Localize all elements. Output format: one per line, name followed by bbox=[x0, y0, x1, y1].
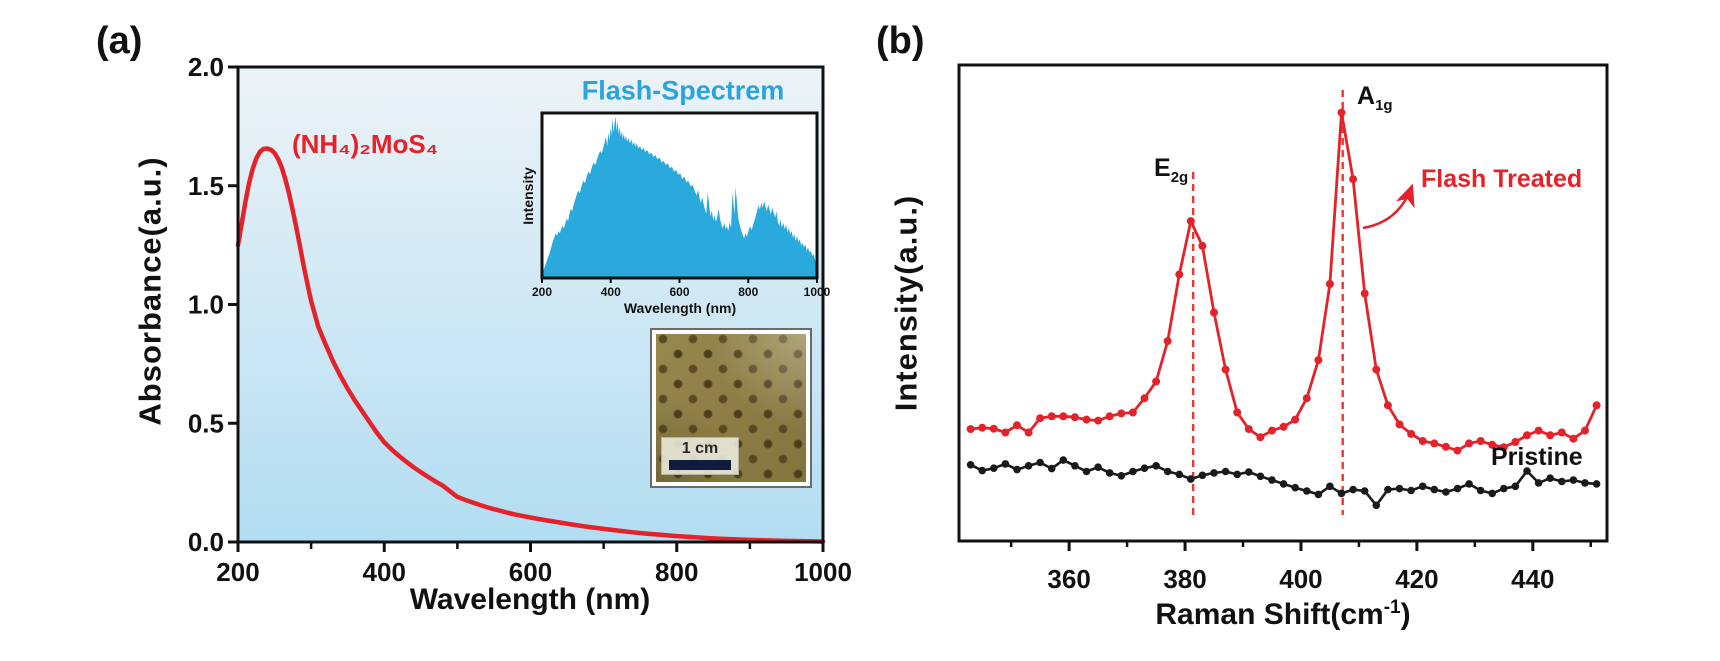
e2g-sub: 2g bbox=[1170, 169, 1189, 186]
y-tick-label: 0.0 bbox=[188, 527, 224, 557]
x-tick-label: 380 bbox=[1163, 564, 1206, 594]
x-tick-label: 440 bbox=[1511, 564, 1554, 594]
flash-treated-curve bbox=[970, 111, 1598, 453]
panel-b-x-ticks: 360 380 400 420 440 bbox=[1009, 541, 1593, 594]
panel-a-x-axis-title: Wavelength (nm) bbox=[409, 583, 651, 616]
a1g-base: A bbox=[1357, 82, 1376, 110]
sample-photo-image: 1 cm bbox=[656, 334, 806, 482]
panel-a-x-ticks: 200 400 600 800 1000 bbox=[216, 542, 852, 587]
flash-spectrum-area bbox=[542, 116, 817, 278]
inset-x-axis-title: Wavelength (nm) bbox=[623, 300, 737, 316]
absorbance-curve bbox=[235, 146, 826, 544]
raman-xlabel-post: ) bbox=[1400, 598, 1411, 631]
inset-y-axis-title: Intensity bbox=[520, 167, 536, 225]
e2g-base: E bbox=[1154, 154, 1171, 182]
y-tick-label: 1.5 bbox=[188, 171, 224, 201]
panel-a-y-ticks: 0.0 0.5 1.0 1.5 2.0 bbox=[188, 52, 238, 557]
flash-treated-arrow bbox=[1362, 183, 1415, 230]
inset-x-ticks: 200 400 600 800 1000 bbox=[532, 278, 831, 299]
y-tick-label: 0.5 bbox=[188, 408, 224, 438]
x-tick-label: 600 bbox=[509, 557, 552, 587]
x-tick-label: 1000 bbox=[804, 285, 831, 299]
x-tick-label: 360 bbox=[1047, 564, 1090, 594]
inset-title: Flash-Spectrem bbox=[581, 75, 785, 106]
scalebar-label: 1 cm bbox=[681, 440, 719, 457]
scale-card: 1 cm bbox=[661, 437, 739, 475]
panel-b-x-axis-title: Raman Shift(cm-1) bbox=[1155, 598, 1410, 630]
panel-b-label: (b) bbox=[876, 20, 925, 62]
sample-annotation: (NH₄)₂MoS₄ bbox=[292, 129, 439, 159]
x-tick-label: 600 bbox=[669, 285, 689, 299]
a1g-sub: 1g bbox=[1375, 97, 1393, 114]
raman-xlabel-sup: -1 bbox=[1383, 597, 1401, 618]
x-tick-label: 800 bbox=[655, 557, 698, 587]
x-tick-label: 400 bbox=[601, 285, 621, 299]
raman-xlabel-pre: Raman Shift(cm bbox=[1155, 598, 1384, 631]
panel-b-y-axis-title: Intensity(a.u.) bbox=[888, 194, 924, 412]
x-tick-label: 800 bbox=[738, 285, 758, 299]
flash-treated-label: Flash Treated bbox=[1421, 165, 1583, 193]
flash-treated-markers bbox=[966, 108, 1601, 455]
a1g-peak-label: A1g bbox=[1357, 82, 1393, 114]
pristine-markers bbox=[966, 456, 1601, 510]
x-tick-label: 1000 bbox=[794, 557, 852, 587]
pristine-label: Pristine bbox=[1491, 443, 1583, 471]
x-tick-label: 200 bbox=[216, 557, 259, 587]
x-tick-label: 400 bbox=[363, 557, 406, 587]
panel-a-label: (a) bbox=[96, 20, 143, 62]
y-tick-label: 2.0 bbox=[188, 52, 224, 82]
sample-photo-frame: 1 cm bbox=[650, 328, 812, 488]
x-tick-label: 420 bbox=[1395, 564, 1438, 594]
e2g-peak-label: E2g bbox=[1154, 154, 1189, 186]
y-tick-label: 1.0 bbox=[188, 290, 224, 320]
x-tick-label: 400 bbox=[1279, 564, 1322, 594]
panel-a-y-axis-title: Absorbance(a.u.) bbox=[132, 156, 168, 426]
scalebar bbox=[669, 460, 731, 470]
panel-b-plot-border bbox=[957, 63, 1609, 543]
x-tick-label: 200 bbox=[532, 285, 552, 299]
